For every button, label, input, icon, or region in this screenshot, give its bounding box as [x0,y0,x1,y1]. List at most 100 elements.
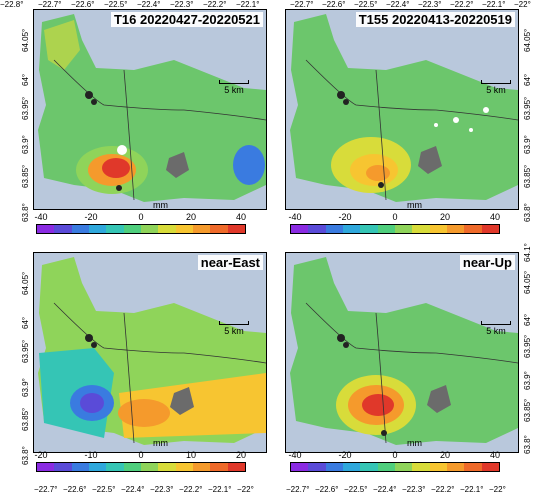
axis-tick-label: 63.95° [21,96,30,120]
colorbar-swatch [71,225,89,233]
panel-title: near-Up [459,255,515,270]
axis-tick-label: −22.4° [373,485,397,494]
axis-tick-label: −22.4° [386,0,410,9]
colorbar-swatch [71,463,89,471]
axis-tick-label: 63.95° [523,96,532,120]
axis-tick-label: −22.3° [402,485,426,494]
colorbar-swatch [481,463,499,471]
axis-tick-label: 64° [523,313,532,326]
colorbar-swatch [360,463,378,471]
colorbar-swatch [291,463,309,471]
colorbar-tick-label: 0 [392,212,398,222]
axis-tick-label: −22.6° [322,0,346,9]
colorbar-tick-label: -20 [34,450,48,460]
colorbar-swatch [123,225,141,233]
axis-tick-label: 63.9° [21,378,30,397]
axis-tick-label: −22.6° [315,485,339,494]
axis-tick-label: 63.8° [523,435,532,454]
colorbar-swatch [394,463,413,471]
map-panel-t16: T16 20220427-20220521 5 km [33,9,267,210]
colorbar-swatch [429,225,447,233]
colorbar-tick-label: 10 [185,450,197,460]
axis-tick-label: −22.5° [344,485,368,494]
panel-title: near-East [197,255,263,270]
axis-tick-label: −22.5° [104,0,128,9]
colorbar-swatch [464,225,482,233]
axis-tick-label: −22.3° [418,0,442,9]
colorbar-tick-label: 20 [439,450,451,460]
axis-tick-label: −22° [237,485,254,494]
axis-tick-label: −22.8° [0,0,24,9]
axis-tick-label: 63.95° [523,334,532,358]
colorbar-tick-label: 40 [235,212,247,222]
colorbar-swatch [175,463,193,471]
axis-tick-label: 63.85° [523,398,532,422]
colorbar-swatch [210,225,228,233]
colorbar-swatch [123,463,141,471]
axis-tick-label: −22.7° [290,0,314,9]
axis-tick-label: −22.5° [354,0,378,9]
colorbar-tick-label: 0 [392,450,398,460]
axis-tick-label: 63.9° [21,135,30,154]
axis-tick-label: −22.1° [460,485,484,494]
axis-tick-label: 64° [21,73,30,86]
colorbar-swatch [446,463,465,471]
colorbar-swatch [394,225,413,233]
colorbar-swatch [464,463,482,471]
axis-tick-label: 64.05° [21,28,30,52]
axis-tick-label: 64° [21,316,30,329]
colorbar-tick-label: 0 [138,212,144,222]
colorbar-tick-label: 0 [138,450,144,460]
colorbar-swatch [88,225,107,233]
colorbar-swatch [325,463,343,471]
axis-tick-label: −22.5° [92,485,116,494]
axis-tick-label: −22° [489,485,506,494]
axis-tick-label: −22° [514,0,531,9]
colorbar-swatch [140,225,159,233]
colorbar-swatch [446,225,465,233]
colorbar-swatch [342,463,361,471]
colorbar-swatch [342,225,361,233]
axis-tick-label: −22.4° [137,0,161,9]
colorbar-tick-label: -40 [288,212,302,222]
axis-tick-label: −22.2° [450,0,474,9]
colorbar-swatch [227,463,245,471]
colorbar-swatch [175,225,193,233]
colorbar-tick-label: -20 [84,212,98,222]
colorbar-swatch [429,463,447,471]
colorbar-swatch [140,463,159,471]
axis-tick-label: −22.2° [179,485,203,494]
colorbar-unit: mm [407,438,422,448]
axis-tick-label: 64.05° [523,270,532,294]
colorbar-swatch [412,463,430,471]
colorbar [36,462,246,472]
colorbar-swatch [54,463,72,471]
axis-tick-label: 64° [523,73,532,86]
colorbar-tick-label: 20 [185,212,197,222]
axis-tick-label: 63.85° [21,407,30,431]
colorbar-swatch [37,225,55,233]
colorbar-swatch [291,225,309,233]
colorbar-tick-label: -40 [288,450,302,460]
map-panel-t155: T155 20220413-20220519 5 km [285,9,519,210]
colorbar [290,462,500,472]
axis-tick-label: −22.4° [121,485,145,494]
colorbar-swatch [210,463,228,471]
colorbar-swatch [481,225,499,233]
axis-tick-label: −22.7° [34,485,58,494]
colorbar-swatch [227,225,245,233]
colorbar-swatch [106,225,124,233]
colorbar-swatch [412,225,430,233]
colorbar-swatch [158,225,176,233]
colorbar-swatch [308,225,326,233]
colorbar-tick-label: 40 [489,212,501,222]
colorbar-swatch [158,463,176,471]
colorbar-tick-label: -20 [338,212,352,222]
colorbar-swatch [360,225,378,233]
colorbar-unit: mm [153,200,168,210]
axis-tick-label: 63.9° [523,371,532,390]
colorbar-swatch [88,463,107,471]
deformation-map-t16 [38,14,266,202]
colorbar-swatch [377,225,395,233]
axis-tick-label: 63.8° [21,203,30,222]
